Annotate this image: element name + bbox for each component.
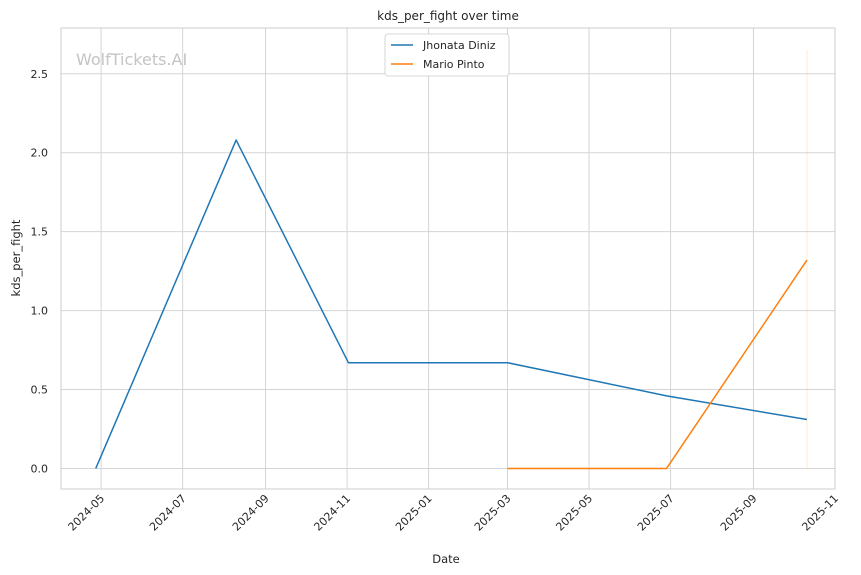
plot-frame	[60, 27, 836, 490]
y-tick-label: 1.0	[31, 305, 49, 318]
y-tick-labels: 0.0 0.5 1.0 1.5 2.0 2.5	[31, 68, 49, 476]
y-tick-label: 0.5	[31, 384, 49, 397]
series-line-mario-pinto	[507, 259, 808, 470]
series-line-jhonata-diniz	[95, 139, 808, 469]
watermark-logo: WolfTickets.AI	[76, 50, 187, 69]
y-tick-label: 2.0	[31, 147, 49, 160]
y-tick-label: 1.5	[31, 226, 49, 239]
series-lines	[95, 139, 808, 470]
y-axis-title: kds_per_fight	[9, 219, 23, 296]
y-tick-label: 0.0	[31, 462, 49, 475]
legend-box	[384, 33, 510, 77]
grid-lines	[61, 28, 836, 489]
legend: Jhonata Diniz Mario Pinto	[384, 33, 510, 77]
chart-title: kds_per_fight over time	[377, 9, 519, 23]
y-tick-label: 2.5	[31, 68, 49, 81]
legend-label-mario-pinto: Mario Pinto	[423, 58, 485, 71]
legend-label-jhonata-diniz: Jhonata Diniz	[422, 39, 496, 52]
x-axis-title: Date	[432, 552, 460, 566]
